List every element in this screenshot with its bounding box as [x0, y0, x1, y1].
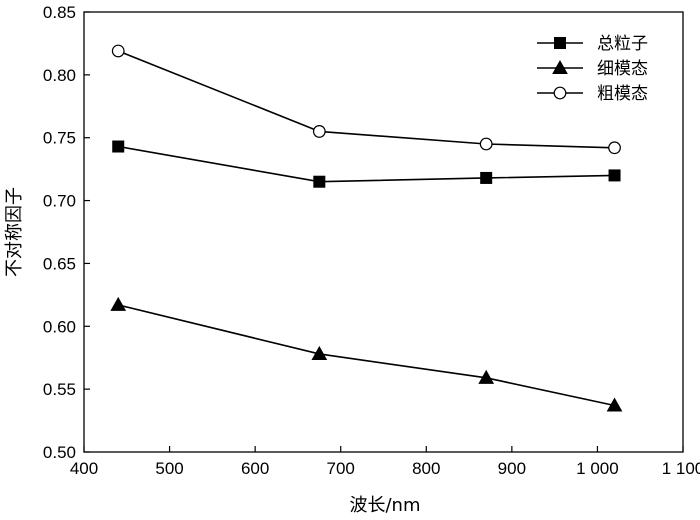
y-tick-label: 0.55 [43, 380, 76, 399]
data-point [479, 137, 493, 151]
legend-label: 细模态 [597, 59, 648, 79]
y-tick-label: 0.50 [43, 443, 76, 462]
data-point [478, 369, 495, 384]
series-line [118, 145, 615, 183]
data-point [312, 125, 326, 138]
data-point [112, 140, 125, 153]
y-tick-label: 0.85 [43, 3, 76, 22]
y-axis-title: 不对称因子 [4, 187, 25, 277]
x-tick-label: 1 000 [576, 459, 619, 478]
legend-marker [552, 59, 568, 74]
x-tick-label: 400 [70, 459, 98, 478]
y-tick-label: 0.70 [43, 192, 76, 211]
data-point [608, 169, 621, 182]
series-3 [111, 44, 621, 155]
data-point [110, 296, 127, 311]
x-axis-title: 波长/nm [349, 495, 420, 516]
y-tick-label: 0.75 [43, 129, 76, 148]
data-point [111, 44, 125, 58]
x-tick-label: 500 [155, 459, 183, 478]
series-1 [112, 140, 621, 188]
legend-item: 总粒子 [537, 34, 648, 54]
data-point [608, 141, 621, 155]
data-point [311, 345, 328, 360]
y-tick-label: 0.80 [43, 66, 76, 85]
series-layer [110, 44, 623, 412]
axes: 400 500 600 700 800 900 1 000 1 1000.500.550.60… [43, 3, 700, 478]
x-tick-label: 900 [498, 459, 526, 478]
legend-label: 总粒子 [597, 34, 648, 54]
data-point [606, 397, 623, 412]
plot-frame [83, 11, 684, 453]
legend-label: 粗模态 [597, 84, 648, 104]
legend-marker [553, 86, 567, 100]
legend-marker [554, 37, 566, 49]
x-tick-label: 700 [327, 459, 355, 478]
legend-item: 粗模态 [537, 84, 648, 104]
series-2 [110, 296, 623, 412]
data-point [313, 175, 326, 188]
series-line [117, 50, 615, 149]
legend-item: 细模态 [537, 59, 648, 79]
y-tick-label: 0.60 [43, 317, 76, 336]
x-tick-label: 1 100 [662, 459, 700, 478]
series-line [118, 304, 615, 407]
x-tick-label: 800 [412, 459, 440, 478]
data-point [480, 171, 493, 184]
x-tick-label: 600 [241, 459, 269, 478]
y-tick-label: 0.65 [43, 254, 76, 273]
